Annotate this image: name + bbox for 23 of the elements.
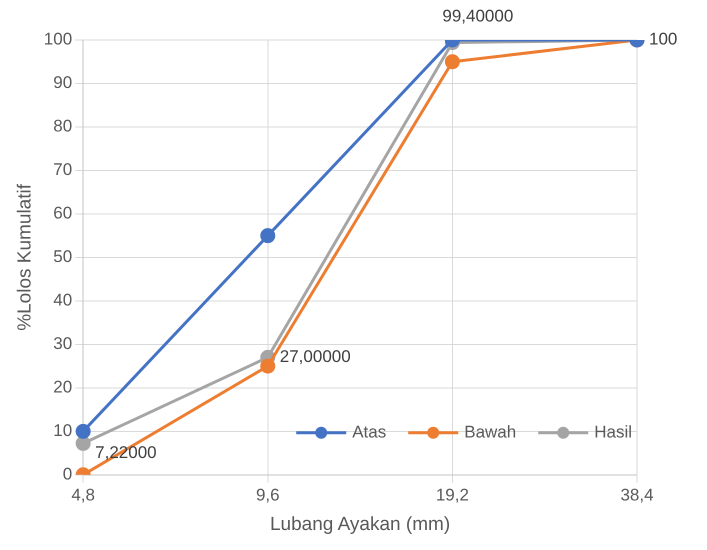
x-axis-title: Lubang Ayakan (mm) — [270, 514, 450, 535]
x-tick-label: 9,6 — [256, 486, 280, 505]
y-tick-label: 80 — [53, 116, 72, 136]
legend-label: Bawah — [464, 422, 516, 442]
y-tick-label: 40 — [53, 290, 72, 310]
data-label: 100 — [649, 30, 678, 49]
y-tick-label: 60 — [53, 204, 72, 223]
y-tick-label: 30 — [53, 334, 72, 354]
y-tick-label: 0 — [62, 464, 72, 484]
x-tick-label: 38,4 — [620, 486, 654, 505]
data-label: 27,00000 — [280, 347, 351, 366]
y-tick-label: 70 — [53, 160, 72, 180]
y-tick-label: 10 — [53, 421, 72, 440]
data-label: 99,40000 — [442, 6, 514, 26]
y-tick-label: 100 — [44, 30, 72, 49]
legend-label: Atas — [352, 422, 386, 442]
y-tick-label: 50 — [53, 247, 72, 266]
y-tick-label: 20 — [53, 378, 72, 397]
y-axis-title: %Lolos Kumulatif — [14, 183, 36, 331]
y-tick-label: 90 — [53, 73, 72, 92]
x-tick-label: 4,8 — [71, 486, 95, 505]
x-tick-label: 19,2 — [436, 486, 469, 505]
legend-label: Hasil — [594, 422, 632, 442]
